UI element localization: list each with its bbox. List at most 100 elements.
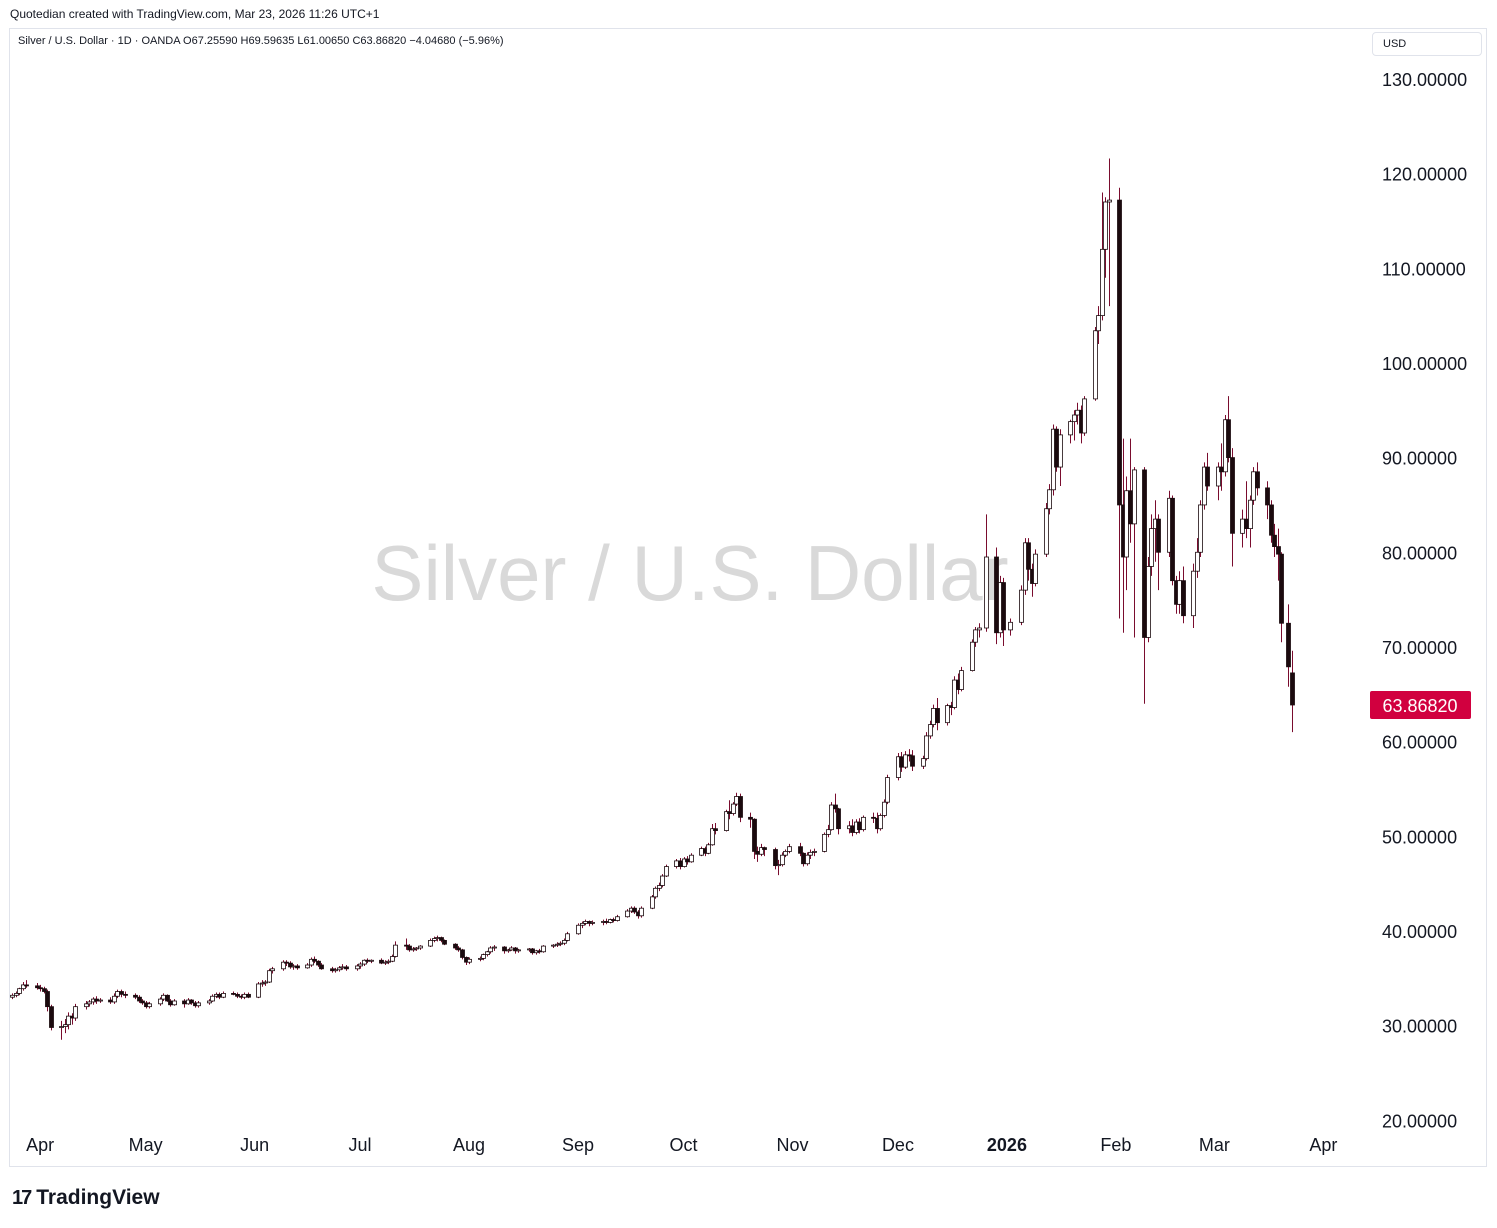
- tradingview-logo[interactable]: 17 TradingView: [12, 1186, 160, 1210]
- candle-body: [379, 959, 384, 964]
- candle-body: [59, 1026, 64, 1028]
- candle: [59, 1020, 64, 1040]
- candle-body: [882, 801, 887, 816]
- candle-body: [776, 864, 781, 867]
- candle: [147, 1001, 152, 1009]
- candle-body: [14, 993, 19, 996]
- candle-body: [1124, 490, 1129, 558]
- candle-body: [488, 947, 493, 953]
- candle-body: [1198, 504, 1203, 553]
- candle: [14, 991, 19, 998]
- candle: [1008, 618, 1013, 636]
- time-tick-label: Nov: [776, 1135, 808, 1155]
- candle: [221, 991, 226, 999]
- candle-body: [210, 995, 215, 1002]
- candle-body: [231, 993, 236, 995]
- candle: [931, 704, 936, 728]
- candle-body: [509, 947, 514, 951]
- candle-body: [910, 755, 915, 767]
- candle: [907, 749, 912, 762]
- candle-body: [812, 851, 817, 853]
- candle-body: [182, 1000, 187, 1005]
- candle: [1096, 306, 1101, 344]
- candle: [833, 793, 838, 813]
- candle: [660, 874, 665, 888]
- candle: [576, 923, 581, 935]
- candle-body: [263, 981, 268, 984]
- candle: [182, 999, 187, 1008]
- candle-body: [899, 756, 904, 768]
- candle-body: [63, 1024, 68, 1027]
- candle: [1103, 197, 1108, 278]
- candle: [133, 993, 138, 1000]
- candle: [977, 623, 982, 638]
- candle-body: [137, 996, 142, 1002]
- candle-body: [460, 949, 465, 958]
- candle-body: [256, 983, 261, 998]
- candle: [485, 950, 490, 957]
- currency-selector[interactable]: USD: [1372, 32, 1482, 56]
- candle-body: [1103, 201, 1108, 250]
- candle-body: [1265, 487, 1270, 506]
- candle: [242, 992, 247, 1000]
- candle-body: [1117, 199, 1122, 506]
- candle-body: [973, 629, 978, 643]
- candle-body: [1132, 469, 1137, 525]
- candle: [432, 936, 437, 943]
- candle-body: [674, 860, 679, 867]
- candle-body: [1156, 518, 1161, 553]
- candle-body: [1240, 518, 1245, 534]
- candle-body: [994, 556, 999, 634]
- candle: [558, 941, 563, 947]
- candle: [653, 886, 658, 899]
- candle: [316, 960, 321, 967]
- candle: [337, 965, 342, 972]
- candle: [1286, 604, 1291, 687]
- candle-body: [1001, 582, 1006, 631]
- candle-body: [580, 922, 585, 926]
- candle-body: [319, 964, 324, 970]
- candle-body: [10, 994, 15, 998]
- candle: [38, 984, 43, 992]
- candle: [836, 807, 841, 835]
- last-price-marker: 63.86820: [1370, 690, 1471, 719]
- candle: [17, 987, 22, 996]
- candle: [355, 964, 360, 971]
- candle-body: [1216, 466, 1221, 487]
- candle: [263, 980, 268, 986]
- candle-body: [615, 916, 620, 921]
- candle: [805, 852, 810, 866]
- candle-body: [365, 959, 370, 962]
- candle-body: [242, 993, 247, 998]
- candle-body: [260, 982, 265, 985]
- candle: [456, 946, 461, 952]
- candle-body: [414, 947, 419, 950]
- candle-body: [639, 907, 644, 917]
- time-axis[interactable]: Apr May Jun Jul Aug Sep Oct Nov Dec 2026 Feb Mar Apr: [26, 1135, 1337, 1155]
- candle-body: [390, 956, 395, 962]
- price-axis[interactable]: 20.00000 30.00000 40.00000 50.00000 60.00000…: [1382, 70, 1467, 1131]
- candle: [801, 852, 806, 867]
- candle-body: [748, 816, 753, 820]
- candle-body: [1286, 622, 1291, 668]
- candle-body: [731, 803, 736, 814]
- candle: [731, 802, 736, 816]
- candle-body: [217, 993, 222, 998]
- candle: [1093, 326, 1098, 401]
- candle-body: [1146, 566, 1151, 638]
- candle-body: [94, 998, 99, 1002]
- candle-body: [833, 804, 838, 810]
- candle-body: [513, 947, 518, 952]
- candle-body: [537, 950, 542, 953]
- candle: [231, 991, 236, 996]
- candle-body: [344, 966, 349, 970]
- candle-body: [928, 724, 933, 737]
- candle-body: [706, 844, 711, 854]
- candle-body: [541, 945, 546, 953]
- candle: [362, 959, 367, 966]
- candle-body: [172, 1000, 177, 1006]
- candle: [1019, 585, 1024, 626]
- candle-body: [189, 999, 194, 1004]
- candle: [49, 1004, 54, 1031]
